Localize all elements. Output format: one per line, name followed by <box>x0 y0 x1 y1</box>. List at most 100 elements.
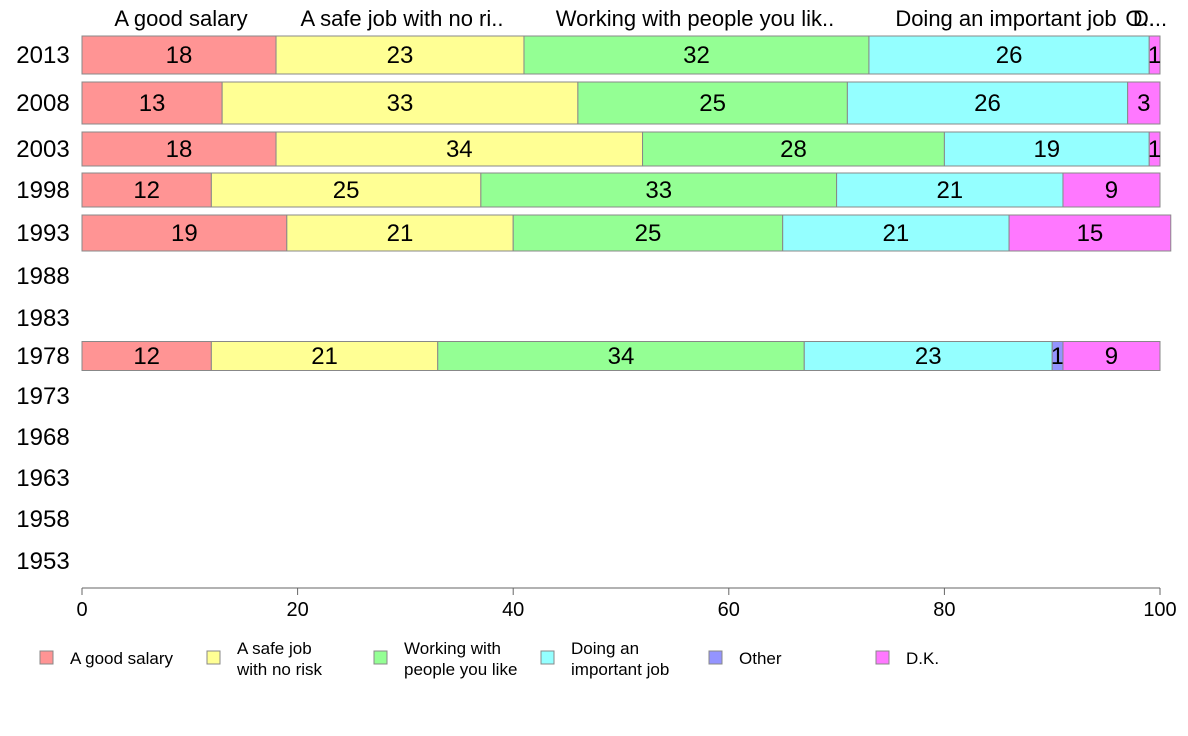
bar-segment <box>286 214 514 252</box>
year-label: 2013 <box>16 42 69 69</box>
year-label: 1993 <box>16 220 69 247</box>
column-header-label: D... <box>1133 6 1167 31</box>
legend-swatch <box>39 650 54 665</box>
x-tick-label: 40 <box>502 599 524 621</box>
year-label: 1968 <box>16 424 69 451</box>
year-label: 2003 <box>16 136 69 163</box>
bar-segment <box>210 341 439 371</box>
x-axis: 0 20 40 60 80 100 <box>76 587 1177 621</box>
x-tick-label: 20 <box>286 599 308 621</box>
x-tick-label: 60 <box>718 599 740 621</box>
bar-value-label: 25 <box>699 90 726 117</box>
bar-value-label: 9 <box>1105 177 1118 204</box>
bar-value-label: 1 <box>1051 343 1064 370</box>
column-header-label: Doing an important job <box>895 6 1116 31</box>
legend-swatch <box>708 650 723 665</box>
bar-segment <box>846 81 1129 125</box>
bars: 18 23 32 26 113 33 25 26 318 34 28 19 112 25 33 21 919 21… <box>81 35 1172 371</box>
legend-swatch <box>373 650 388 665</box>
year-label: 1958 <box>16 506 69 533</box>
bar-segment <box>868 35 1150 75</box>
bar-value-label: 12 <box>133 177 160 204</box>
bar-segment <box>221 81 579 125</box>
bar-value-label: 34 <box>446 136 473 163</box>
bar-segment <box>81 214 288 252</box>
bar-segment <box>1148 131 1161 167</box>
bar-segment <box>1008 214 1172 252</box>
bar-value-label: 21 <box>387 220 414 247</box>
x-tick-label: 0 <box>76 599 87 621</box>
bar-segment <box>1127 81 1161 125</box>
bar-segment <box>81 35 277 75</box>
bar-value-label: 18 <box>166 42 193 69</box>
year-label: 1978 <box>16 343 69 370</box>
bar-value-label: 26 <box>974 90 1001 117</box>
bar-value-label: 26 <box>996 42 1023 69</box>
bar-segment <box>642 131 945 167</box>
bar-segment <box>81 81 223 125</box>
bar-value-label: 25 <box>635 220 662 247</box>
bar-value-label: 21 <box>936 177 963 204</box>
legend-label: Working with people you like <box>404 639 517 679</box>
bar-value-label: 28 <box>780 136 807 163</box>
legend-label: A good salary <box>70 649 174 668</box>
bar-value-label: 9 <box>1105 343 1118 370</box>
year-label: 2008 <box>16 90 69 117</box>
bar-value-label: 18 <box>166 136 193 163</box>
bar-segment <box>512 214 784 252</box>
bar-segment <box>523 35 870 75</box>
bar-segment <box>81 131 277 167</box>
bar-value-label: 34 <box>608 343 635 370</box>
bar-value-label: 1 <box>1148 136 1161 163</box>
legend-label: D.K. <box>906 649 939 668</box>
bar-value-label: 25 <box>333 177 360 204</box>
bar-segment <box>577 81 848 125</box>
legend-label: A safe job with no risk <box>236 639 323 679</box>
bar-value-label: 32 <box>683 42 710 69</box>
bar-segment <box>782 214 1010 252</box>
year-label: 1953 <box>16 548 69 575</box>
year-label: 1963 <box>16 465 69 492</box>
x-tick-label: 80 <box>933 599 955 621</box>
legend-label: Other <box>739 649 782 668</box>
bar-segment <box>81 172 212 208</box>
bar-value-label: 33 <box>387 90 414 117</box>
bar-value-label: 19 <box>1033 136 1060 163</box>
legend: A good salary A safe job with no risk Worki… <box>39 639 939 679</box>
bar-value-label: 19 <box>171 220 198 247</box>
year-axis-labels: 2013 2008 2003 1998 1993 1988 1983 1978 1973 1968… <box>16 42 69 575</box>
bar-value-label: 23 <box>387 42 414 69</box>
column-header-label: A good salary <box>114 6 247 31</box>
column-header-label: Working with people you lik.. <box>556 6 834 31</box>
bar-value-label: 1 <box>1148 42 1161 69</box>
bar-segment <box>275 131 644 167</box>
bar-segment <box>437 341 805 371</box>
bar-value-label: 21 <box>883 220 910 247</box>
year-label: 1998 <box>16 177 69 204</box>
column-header-labels: A good salary A safe job with no ri.. Work… <box>114 6 1167 31</box>
bar-segment <box>1062 172 1161 208</box>
legend-swatch <box>540 650 555 665</box>
bar-value-label: 23 <box>915 343 942 370</box>
bar-value-label: 12 <box>133 343 160 370</box>
bar-value-label: 3 <box>1137 90 1150 117</box>
legend-swatch <box>206 650 221 665</box>
bar-segment <box>480 172 838 208</box>
bar-segment <box>836 172 1064 208</box>
year-label: 1973 <box>16 383 69 410</box>
legend-swatch <box>875 650 890 665</box>
bar-value-label: 33 <box>645 177 672 204</box>
x-tick-label: 100 <box>1143 599 1176 621</box>
bar-value-label: 21 <box>311 343 338 370</box>
bar-segment <box>210 172 482 208</box>
bar-segment <box>275 35 525 75</box>
bar-segment <box>1062 341 1161 371</box>
bar-value-label: 13 <box>139 90 166 117</box>
bar-value-label: 15 <box>1077 220 1104 247</box>
year-label: 1983 <box>16 305 69 332</box>
column-header-label: A safe job with no ri.. <box>301 6 504 31</box>
bar-segment <box>1148 35 1161 75</box>
year-label: 1988 <box>16 263 69 290</box>
column-header-label: O.. <box>1125 6 1154 31</box>
